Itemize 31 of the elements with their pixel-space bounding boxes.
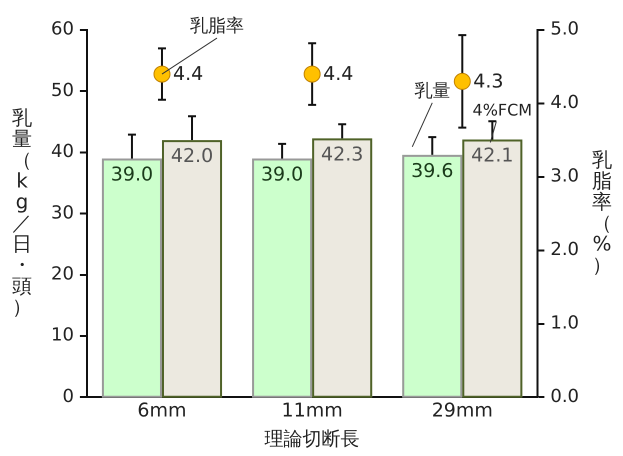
x-tick-label: 11mm bbox=[282, 400, 343, 422]
text: 乳量 bbox=[414, 80, 450, 102]
data-label: 42.0 bbox=[170, 145, 214, 168]
data-label: 39.6 bbox=[411, 160, 454, 182]
data-label: 39.0 bbox=[260, 163, 304, 186]
y2-tick-label: 5.0 bbox=[550, 18, 580, 40]
data-label: 4.4 bbox=[323, 63, 354, 85]
text: 乳量（kg／日・頭） bbox=[12, 105, 32, 318]
y-tick-label: 60 bbox=[51, 18, 74, 40]
y-tick-label: 0 bbox=[62, 386, 74, 407]
y2-tick-label: 4.0 bbox=[550, 92, 580, 114]
series-label: 4%FCM bbox=[472, 100, 532, 120]
y2-tick-label: 1.0 bbox=[550, 312, 580, 334]
y2-tick-label: 2.0 bbox=[550, 238, 580, 260]
y-tick-label: 40 bbox=[51, 141, 74, 162]
y2-axis-title: 乳脂率（%） bbox=[592, 147, 612, 276]
text: 乳脂率 bbox=[190, 16, 244, 37]
y-tick-label: 30 bbox=[51, 202, 74, 224]
y-tick-label: 10 bbox=[51, 324, 74, 346]
y2-tick-label: 3.0 bbox=[550, 166, 580, 187]
y2-tick-label: 0.0 bbox=[550, 386, 580, 407]
x-tick-label: 6mm bbox=[137, 400, 187, 422]
x-tick-label: 29mm bbox=[432, 400, 493, 422]
data-label: 4.3 bbox=[473, 70, 504, 92]
data-label: 4.4 bbox=[172, 63, 204, 85]
data-label: 39.0 bbox=[110, 163, 154, 186]
data-label: 42.3 bbox=[321, 143, 364, 166]
y-tick-label: 20 bbox=[51, 263, 74, 284]
x-axis-title: 理論切断長 bbox=[264, 428, 360, 450]
y-tick-label: 50 bbox=[51, 80, 74, 101]
data-label: 42.1 bbox=[471, 144, 514, 166]
